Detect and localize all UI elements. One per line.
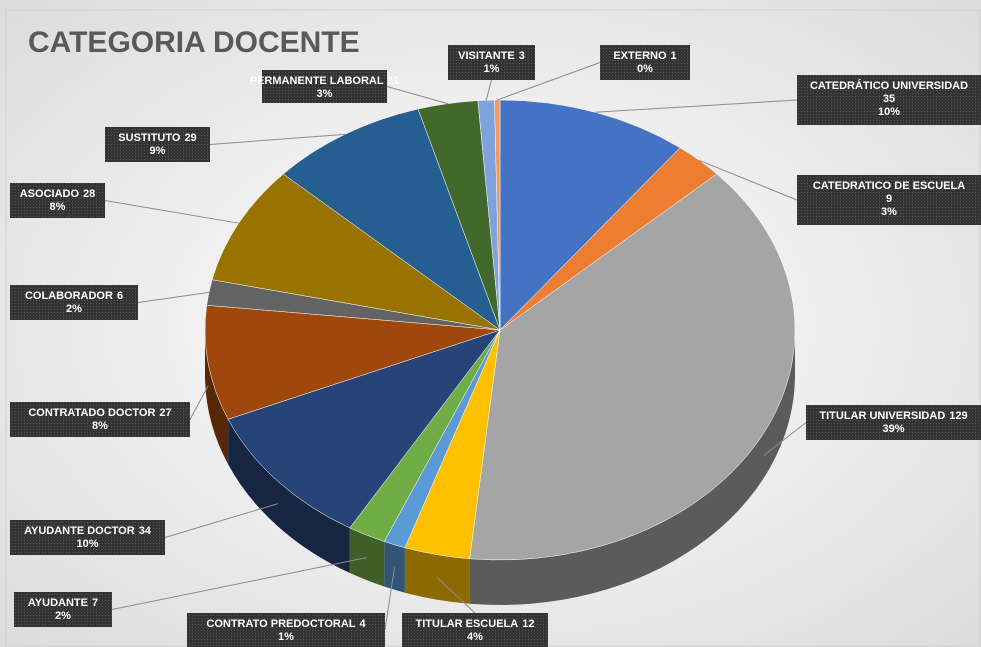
leader-line — [698, 159, 798, 201]
label-percent: 2% — [66, 303, 82, 315]
label-percent: 10% — [878, 106, 900, 118]
label-box — [10, 520, 165, 555]
label-value: 35 — [883, 93, 895, 105]
label-value: 34 — [139, 525, 152, 537]
label-value: 12 — [522, 618, 534, 630]
label-box — [105, 127, 210, 162]
leader-line — [164, 503, 278, 538]
label-category: TITULAR ESCUELA — [416, 618, 519, 630]
leader-line — [485, 79, 492, 101]
leader-line — [189, 385, 209, 420]
slice — [469, 173, 796, 561]
leader-line — [384, 567, 395, 631]
label-percent: 2% — [55, 610, 71, 622]
label-value: 28 — [83, 188, 95, 200]
slice-side — [404, 547, 470, 604]
label-box — [10, 183, 105, 218]
label-percent: 3% — [881, 206, 897, 218]
slice-side — [469, 330, 795, 605]
label-category: CONTRATADO DOCTOR — [28, 407, 155, 419]
label-value: 3 — [519, 50, 525, 62]
slice-side — [228, 419, 350, 573]
label-percent: 39% — [882, 423, 904, 435]
slice — [211, 173, 501, 331]
leader-line — [209, 133, 346, 145]
label-value: 129 — [949, 410, 967, 422]
data-label: TITULAR UNIVERSIDAD 129 39% — [819, 410, 967, 435]
label-category: SUSTITUTO — [118, 132, 181, 144]
data-label: CONTRATADO DOCTOR 27 8% — [28, 407, 171, 432]
label-box — [797, 75, 981, 125]
label-box — [806, 405, 981, 440]
label-box — [448, 45, 535, 80]
label-box — [797, 175, 981, 225]
label-percent: 1% — [484, 63, 500, 75]
label-category: CATEDRATICO DE ESCUELA — [813, 180, 965, 192]
data-label: CATEDRATICO DE ESCUELA 9 3% — [813, 180, 965, 218]
data-label: VISITANTE 3 1% — [458, 50, 525, 75]
data-label: TITULAR ESCUELA 12 4% — [416, 618, 535, 643]
slice-side — [205, 330, 229, 465]
label-percent: 8% — [92, 420, 108, 432]
data-label: ASOCIADO 28 8% — [20, 188, 96, 213]
data-label: AYUDANTE 7 2% — [28, 597, 98, 622]
label-percent: 8% — [50, 201, 66, 213]
label-box — [262, 70, 387, 103]
label-category: PERMANENTE LABORAL — [250, 75, 384, 87]
label-category: TITULAR UNIVERSIDAD — [819, 410, 945, 422]
label-percent: 3% — [317, 88, 333, 100]
leader-line — [386, 86, 448, 105]
slice — [204, 304, 501, 420]
leader-line — [497, 62, 601, 101]
label-value: 6 — [117, 290, 123, 302]
label-value: 27 — [159, 407, 171, 419]
label-category: CATEDRÁTICO UNIVERSIDAD — [810, 79, 968, 92]
label-category: AYUDANTE — [28, 597, 88, 609]
label-percent: 10% — [76, 538, 98, 550]
label-category: ASOCIADO — [20, 188, 80, 200]
leader-line — [436, 576, 476, 614]
label-value: 9 — [886, 193, 892, 205]
slice — [227, 329, 501, 529]
label-category: VISITANTE — [458, 50, 515, 62]
label-percent: 4% — [467, 631, 483, 643]
label-percent: 0% — [637, 63, 653, 75]
label-percent: 1% — [278, 631, 294, 643]
data-label: EXTERNO 1 0% — [613, 50, 676, 75]
label-value: 11 — [388, 75, 400, 87]
label-category: EXTERNO — [613, 50, 667, 62]
label-value: 4 — [360, 618, 367, 630]
data-label: SUSTITUTO 29 9% — [118, 132, 196, 157]
label-box — [402, 613, 548, 647]
leader-line — [763, 422, 807, 456]
label-box — [187, 613, 385, 647]
label-value: 1 — [671, 50, 677, 62]
label-box — [600, 45, 690, 80]
data-label: AYUDANTE DOCTOR 34 10% — [24, 525, 152, 550]
data-label: COLABORADOR 6 2% — [25, 290, 123, 315]
slice — [494, 99, 501, 331]
data-label: CONTRATO PREDOCTORAL 4 1% — [206, 618, 366, 643]
label-category: CONTRATO PREDOCTORAL — [206, 618, 355, 630]
slice — [282, 108, 501, 331]
label-category: AYUDANTE DOCTOR — [24, 525, 135, 537]
label-value: 7 — [92, 597, 98, 609]
label-box — [14, 592, 112, 627]
label-box — [10, 402, 190, 437]
leader-line — [104, 200, 239, 224]
chart-title: CATEGORIA DOCENTE — [28, 26, 360, 59]
data-label: PERMANENTE LABORAL 11 3% — [250, 75, 399, 100]
slice-side — [349, 527, 385, 587]
leader-line — [137, 291, 210, 303]
label-value: 29 — [184, 132, 196, 144]
leader-line — [595, 99, 798, 113]
label-category: COLABORADOR — [25, 290, 113, 302]
label-box — [10, 285, 138, 320]
slice-side — [384, 541, 405, 593]
leader-line — [111, 557, 367, 610]
data-label: CATEDRÁTICO UNIVERSIDAD 35 10% — [810, 79, 968, 118]
label-percent: 9% — [150, 145, 166, 157]
